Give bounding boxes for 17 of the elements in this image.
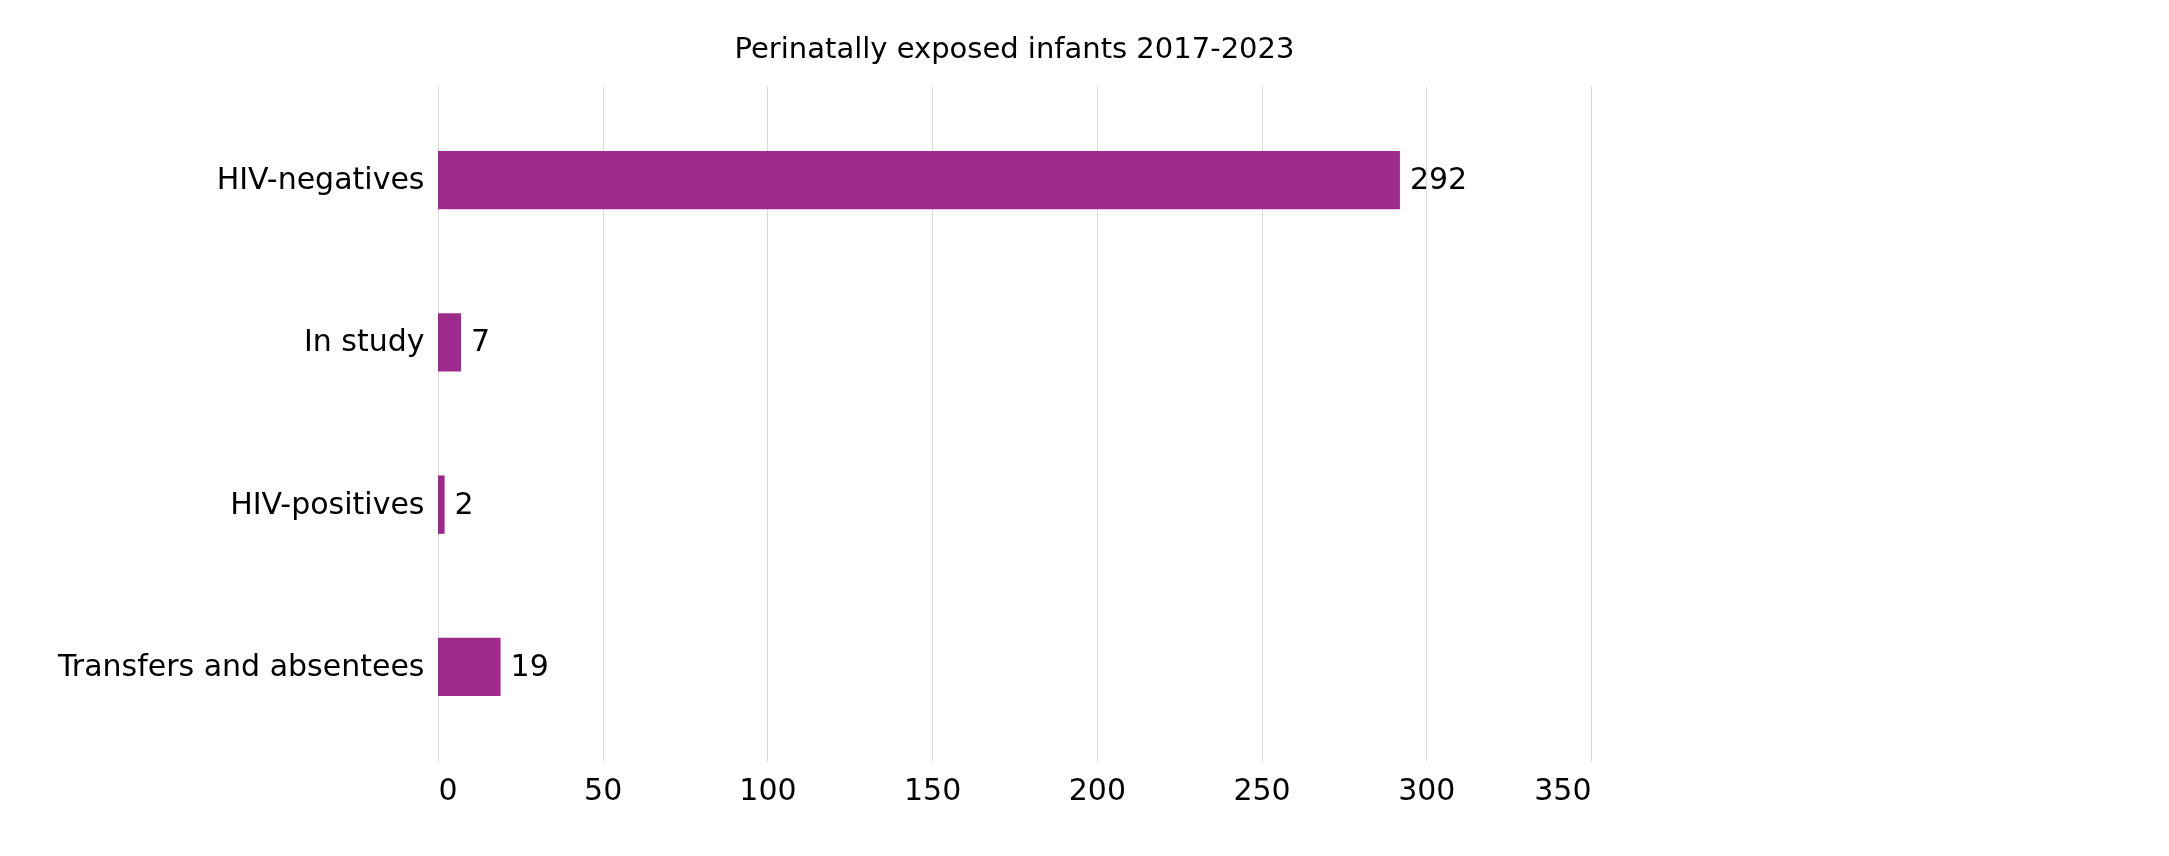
x-tick-label: 150 bbox=[904, 771, 962, 807]
data-label: 292 bbox=[1409, 161, 1468, 197]
x-tick-label: 100 bbox=[739, 771, 797, 807]
y-tick-label: Transfers and absentees bbox=[56, 647, 425, 683]
y-tick-label: In study bbox=[303, 323, 425, 359]
x-tick-label: 0 bbox=[438, 771, 458, 807]
data-label: 2 bbox=[454, 485, 474, 521]
y-tick-label: HIV-negatives bbox=[216, 161, 425, 197]
x-tick-label: 300 bbox=[1398, 771, 1456, 807]
x-tick-label: 50 bbox=[584, 771, 623, 807]
x-tick-label: 200 bbox=[1068, 771, 1126, 807]
data-label: 19 bbox=[510, 647, 549, 683]
x-tick-label: 250 bbox=[1233, 771, 1291, 807]
data-label: 7 bbox=[471, 323, 491, 359]
chart-title: Perinatally exposed infants 2017-2023 bbox=[734, 31, 1295, 65]
x-tick-label: 350 bbox=[1534, 771, 1592, 807]
y-tick-label: HIV-positives bbox=[230, 485, 425, 521]
